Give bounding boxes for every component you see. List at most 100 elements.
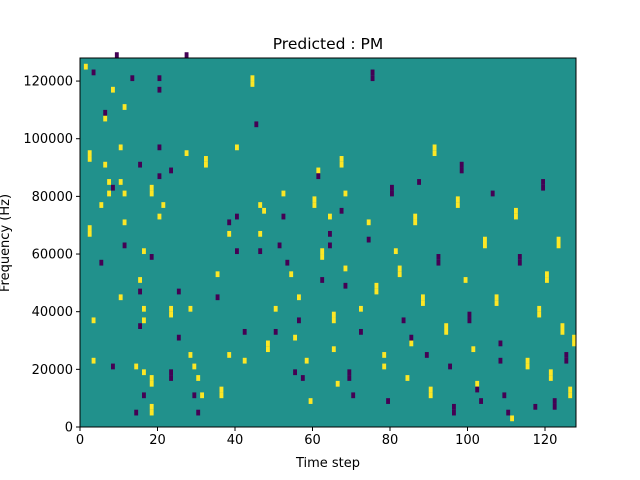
heatmap-cell [401, 317, 406, 324]
heatmap-cell [200, 392, 205, 399]
heatmap-cell [494, 300, 499, 306]
heatmap-cell [459, 161, 464, 168]
heatmap-cell [572, 334, 577, 341]
heatmap-cell [510, 415, 515, 422]
heatmap-cell [157, 86, 162, 93]
heatmap-cell [235, 144, 239, 151]
heatmap-cell [463, 277, 468, 283]
heatmap-cell [227, 230, 232, 237]
heatmap-cell [382, 352, 387, 358]
heatmap-cell [273, 328, 278, 335]
heatmap-cell [107, 190, 112, 197]
heatmap-cell [467, 317, 472, 324]
heatmap-cell [541, 179, 546, 185]
heatmap-cell [475, 380, 480, 387]
heatmap-cell [161, 202, 166, 208]
heatmap-cell [242, 357, 247, 364]
heatmap-cell [149, 190, 154, 197]
heatmap-cell [436, 254, 441, 260]
heatmap-cell [266, 340, 270, 347]
heatmap-cell [413, 213, 418, 220]
heatmap-cell [525, 363, 530, 370]
heatmap-cell [258, 202, 263, 208]
heatmap-cell [304, 357, 309, 364]
heatmap-cell [331, 346, 336, 353]
heatmap-cell [428, 392, 433, 399]
x-tick-label: 40 [227, 433, 244, 448]
heatmap-cell [432, 150, 437, 157]
heatmap-cell [219, 392, 224, 399]
heatmap-cell [390, 190, 394, 197]
heatmap-cell [138, 161, 143, 168]
heatmap-cell [91, 357, 96, 364]
heatmap-cell [184, 52, 189, 58]
heatmap-cell [444, 323, 449, 329]
heatmap-cell [568, 392, 573, 399]
heatmap-cell [339, 161, 344, 168]
heatmap-cell [157, 173, 162, 180]
heatmap-cell [316, 173, 321, 180]
heatmap-cell [517, 254, 522, 260]
heatmap-cell [111, 363, 115, 370]
heatmap-cell [118, 294, 123, 301]
heatmap-cell [107, 179, 112, 185]
y-axis: 0 20000 40000 60000 80000 100000 120000 [23, 75, 80, 436]
heatmap-cell [258, 230, 263, 237]
y-axis-label: Frequency (Hz) [0, 194, 13, 292]
heatmap-cell [552, 403, 557, 410]
heatmap-cell [483, 236, 487, 243]
heatmap-cell [366, 236, 371, 243]
heatmap-cell [308, 398, 313, 404]
heatmap-cell [242, 328, 247, 335]
heatmap-cell [169, 167, 174, 174]
heatmap-cell [339, 156, 344, 162]
y-tick-label: 0 [65, 421, 73, 436]
heatmap-cell [382, 363, 387, 370]
heatmap-cell [87, 156, 92, 162]
plot-frame [79, 57, 577, 428]
heatmap-cell [188, 305, 193, 312]
heatmap-cell [517, 259, 522, 266]
heatmap-cell [459, 167, 464, 174]
heatmap-cell [204, 161, 208, 168]
heatmap-cell [215, 294, 220, 301]
heatmap-cell [409, 340, 414, 347]
y-tick-label: 120000 [23, 75, 73, 90]
heatmap-cell [331, 317, 336, 324]
heatmap-cell [281, 213, 286, 220]
x-tick-label: 0 [76, 433, 84, 448]
heatmap-cell [347, 369, 352, 376]
x-tick-label: 80 [382, 433, 399, 448]
heatmap-cell [568, 386, 573, 393]
heatmap-cell [393, 248, 398, 255]
heatmap-cell [176, 334, 181, 341]
heatmap-cell [331, 311, 336, 318]
heatmap-cell [138, 323, 143, 329]
heatmap-cell [142, 248, 146, 255]
heatmap-cell [122, 104, 127, 110]
heatmap-cell [359, 305, 363, 312]
heatmap-cell [130, 75, 135, 82]
heatmap-cell [444, 328, 449, 335]
heatmap-cell [227, 219, 232, 226]
heatmap-cell [370, 75, 375, 82]
heatmap-cell [343, 190, 348, 197]
x-tick-label: 120 [533, 433, 558, 448]
heatmap-cell [192, 392, 197, 399]
heatmap-cell [413, 219, 418, 226]
heatmap-cell [455, 196, 460, 203]
heatmap-cell [537, 311, 542, 318]
x-tick-label: 100 [455, 433, 480, 448]
heatmap-cell [142, 317, 146, 324]
heatmap-cell [219, 386, 224, 393]
heatmap-cell [498, 340, 503, 347]
heatmap-cell [103, 161, 108, 168]
y-tick-label: 40000 [32, 305, 73, 320]
heatmap-cell [452, 409, 456, 416]
heatmap-cell [397, 265, 402, 272]
heatmap-cell [339, 207, 344, 214]
heatmap-cell [227, 352, 232, 358]
heatmap-cell [397, 271, 402, 278]
heatmap-cell [312, 202, 317, 208]
